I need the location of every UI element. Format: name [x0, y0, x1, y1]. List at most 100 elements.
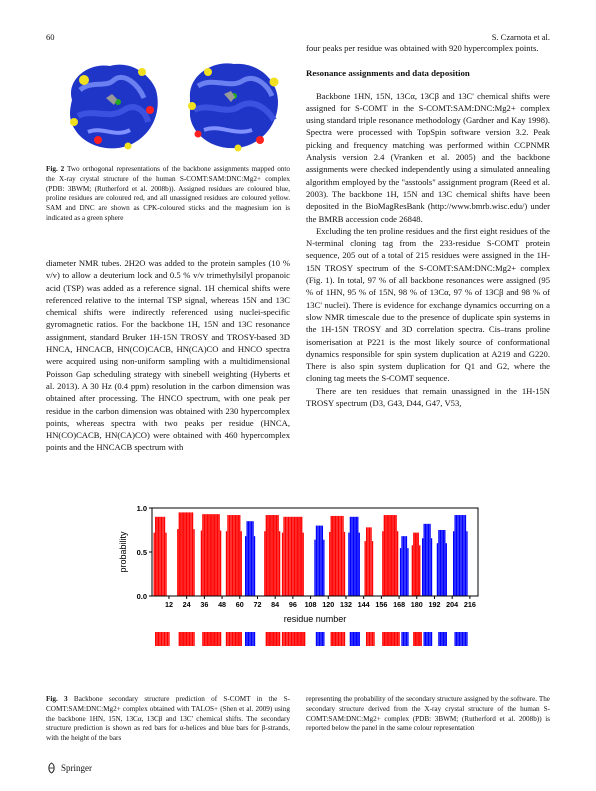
- figure-3-caption-right: representing the probability of the seco…: [306, 695, 550, 734]
- x-tick-label: 192: [428, 600, 440, 609]
- helix-bar: [272, 515, 273, 596]
- xray-helix-bar: [344, 632, 345, 646]
- xray-helix-bar: [339, 632, 340, 646]
- strand-bar: [466, 531, 467, 596]
- xray-helix-bar: [213, 632, 214, 646]
- xray-helix-bar: [241, 632, 242, 646]
- structure-view-left: [70, 65, 158, 150]
- xray-helix-bar: [395, 632, 396, 646]
- helix-bar: [418, 533, 419, 596]
- helix-bar: [273, 515, 274, 596]
- xray-helix-bar: [393, 632, 394, 646]
- xray-strand-bar: [441, 632, 442, 646]
- xray-helix-bar: [304, 632, 305, 646]
- x-tick-label: 12: [165, 600, 173, 609]
- helix-bar: [202, 514, 203, 596]
- xray-helix-bar: [155, 632, 156, 646]
- xray-helix-bar: [418, 632, 419, 646]
- strand-bar: [357, 517, 358, 596]
- xray-helix-bar: [226, 632, 227, 646]
- xray-strand-bar: [462, 632, 463, 646]
- xray-helix-bar: [270, 632, 271, 646]
- strand-bar: [356, 517, 357, 596]
- strand-bar: [454, 515, 455, 596]
- xray-strand-bar: [316, 632, 317, 646]
- xray-helix-bar: [216, 632, 217, 646]
- helix-bar: [269, 515, 270, 596]
- xray-strand-bar: [403, 632, 404, 646]
- helix-bar: [218, 514, 219, 596]
- helix-bar: [391, 515, 392, 596]
- helix-bar: [227, 515, 228, 596]
- figure-2-caption: Fig. 2 Two orthogonal representations of…: [46, 165, 290, 224]
- helix-bar: [370, 527, 371, 596]
- helix-bar: [338, 516, 339, 596]
- xray-helix-bar: [341, 632, 342, 646]
- strand-bar: [462, 515, 463, 596]
- helix-bar: [155, 517, 156, 596]
- helix-bar: [264, 531, 265, 596]
- xray-helix-bar: [230, 632, 231, 646]
- strand-bar: [246, 521, 247, 596]
- xray-helix-bar: [277, 632, 278, 646]
- xray-helix-bar: [267, 632, 268, 646]
- helix-bar: [220, 531, 221, 596]
- xray-strand-bar: [466, 632, 467, 646]
- xray-helix-bar: [275, 632, 276, 646]
- helix-bar: [331, 516, 332, 596]
- helix-bar: [161, 517, 162, 596]
- xray-strand-bar: [426, 632, 427, 646]
- xray-strand-bar: [446, 632, 447, 646]
- helix-bar: [291, 517, 292, 596]
- strand-bar: [426, 524, 427, 596]
- xray-strand-bar: [431, 632, 432, 646]
- figure-3-caption-left-text: Backbone secondary structure prediction …: [46, 695, 290, 742]
- xray-helix-bar: [182, 632, 183, 646]
- x-tick-label: 60: [236, 600, 244, 609]
- helix-bar: [208, 514, 209, 596]
- helix-bar: [162, 517, 163, 596]
- helix-bar: [193, 529, 194, 596]
- xray-helix-bar: [161, 632, 162, 646]
- strand-bar: [322, 526, 323, 596]
- helix-bar: [384, 515, 385, 596]
- strand-bar: [252, 521, 253, 596]
- xray-strand-bar: [425, 632, 426, 646]
- xray-strand-bar: [246, 632, 247, 646]
- section-title: Resonance assignments and data depositio…: [306, 67, 550, 79]
- strand-bar: [423, 524, 424, 596]
- xray-helix-bar: [391, 632, 392, 646]
- strand-bar: [316, 526, 317, 596]
- y-tick-label: 1.0: [137, 504, 147, 513]
- helix-bar: [239, 515, 240, 596]
- helix-bar: [372, 541, 373, 596]
- xray-helix-bar: [269, 632, 270, 646]
- helix-bar: [230, 515, 231, 596]
- xray-helix-bar: [336, 632, 337, 646]
- xray-helix-bar: [390, 632, 391, 646]
- protein-structure-figure: [58, 50, 288, 158]
- xray-strand-bar: [354, 632, 355, 646]
- helix-bar: [226, 531, 227, 596]
- x-tick-label: 48: [218, 600, 226, 609]
- helix-bar: [187, 512, 188, 596]
- xray-helix-bar: [416, 632, 417, 646]
- xray-helix-bar: [279, 632, 280, 646]
- helix-bar: [236, 515, 237, 596]
- secondary-structure-chart: 1.0 0.5 0.0 12 24 36 48 60 72 84 96 108 120 132 144 156…: [100, 500, 520, 664]
- xray-strand-bar: [440, 632, 441, 646]
- strand-bar: [453, 531, 454, 596]
- x-tick-label: 84: [271, 600, 279, 609]
- helix-bar: [204, 514, 205, 596]
- xray-strand-bar: [357, 632, 358, 646]
- xray-helix-bar: [233, 632, 234, 646]
- xray-helix-bar: [282, 632, 283, 646]
- helix-bar: [297, 517, 298, 596]
- strand-bar: [319, 526, 320, 596]
- strand-bar: [406, 536, 407, 596]
- helix-bar: [180, 512, 181, 596]
- helix-bar: [387, 515, 388, 596]
- xray-strand-bar: [356, 632, 357, 646]
- helix-bar: [210, 514, 211, 596]
- helix-bar: [364, 541, 365, 596]
